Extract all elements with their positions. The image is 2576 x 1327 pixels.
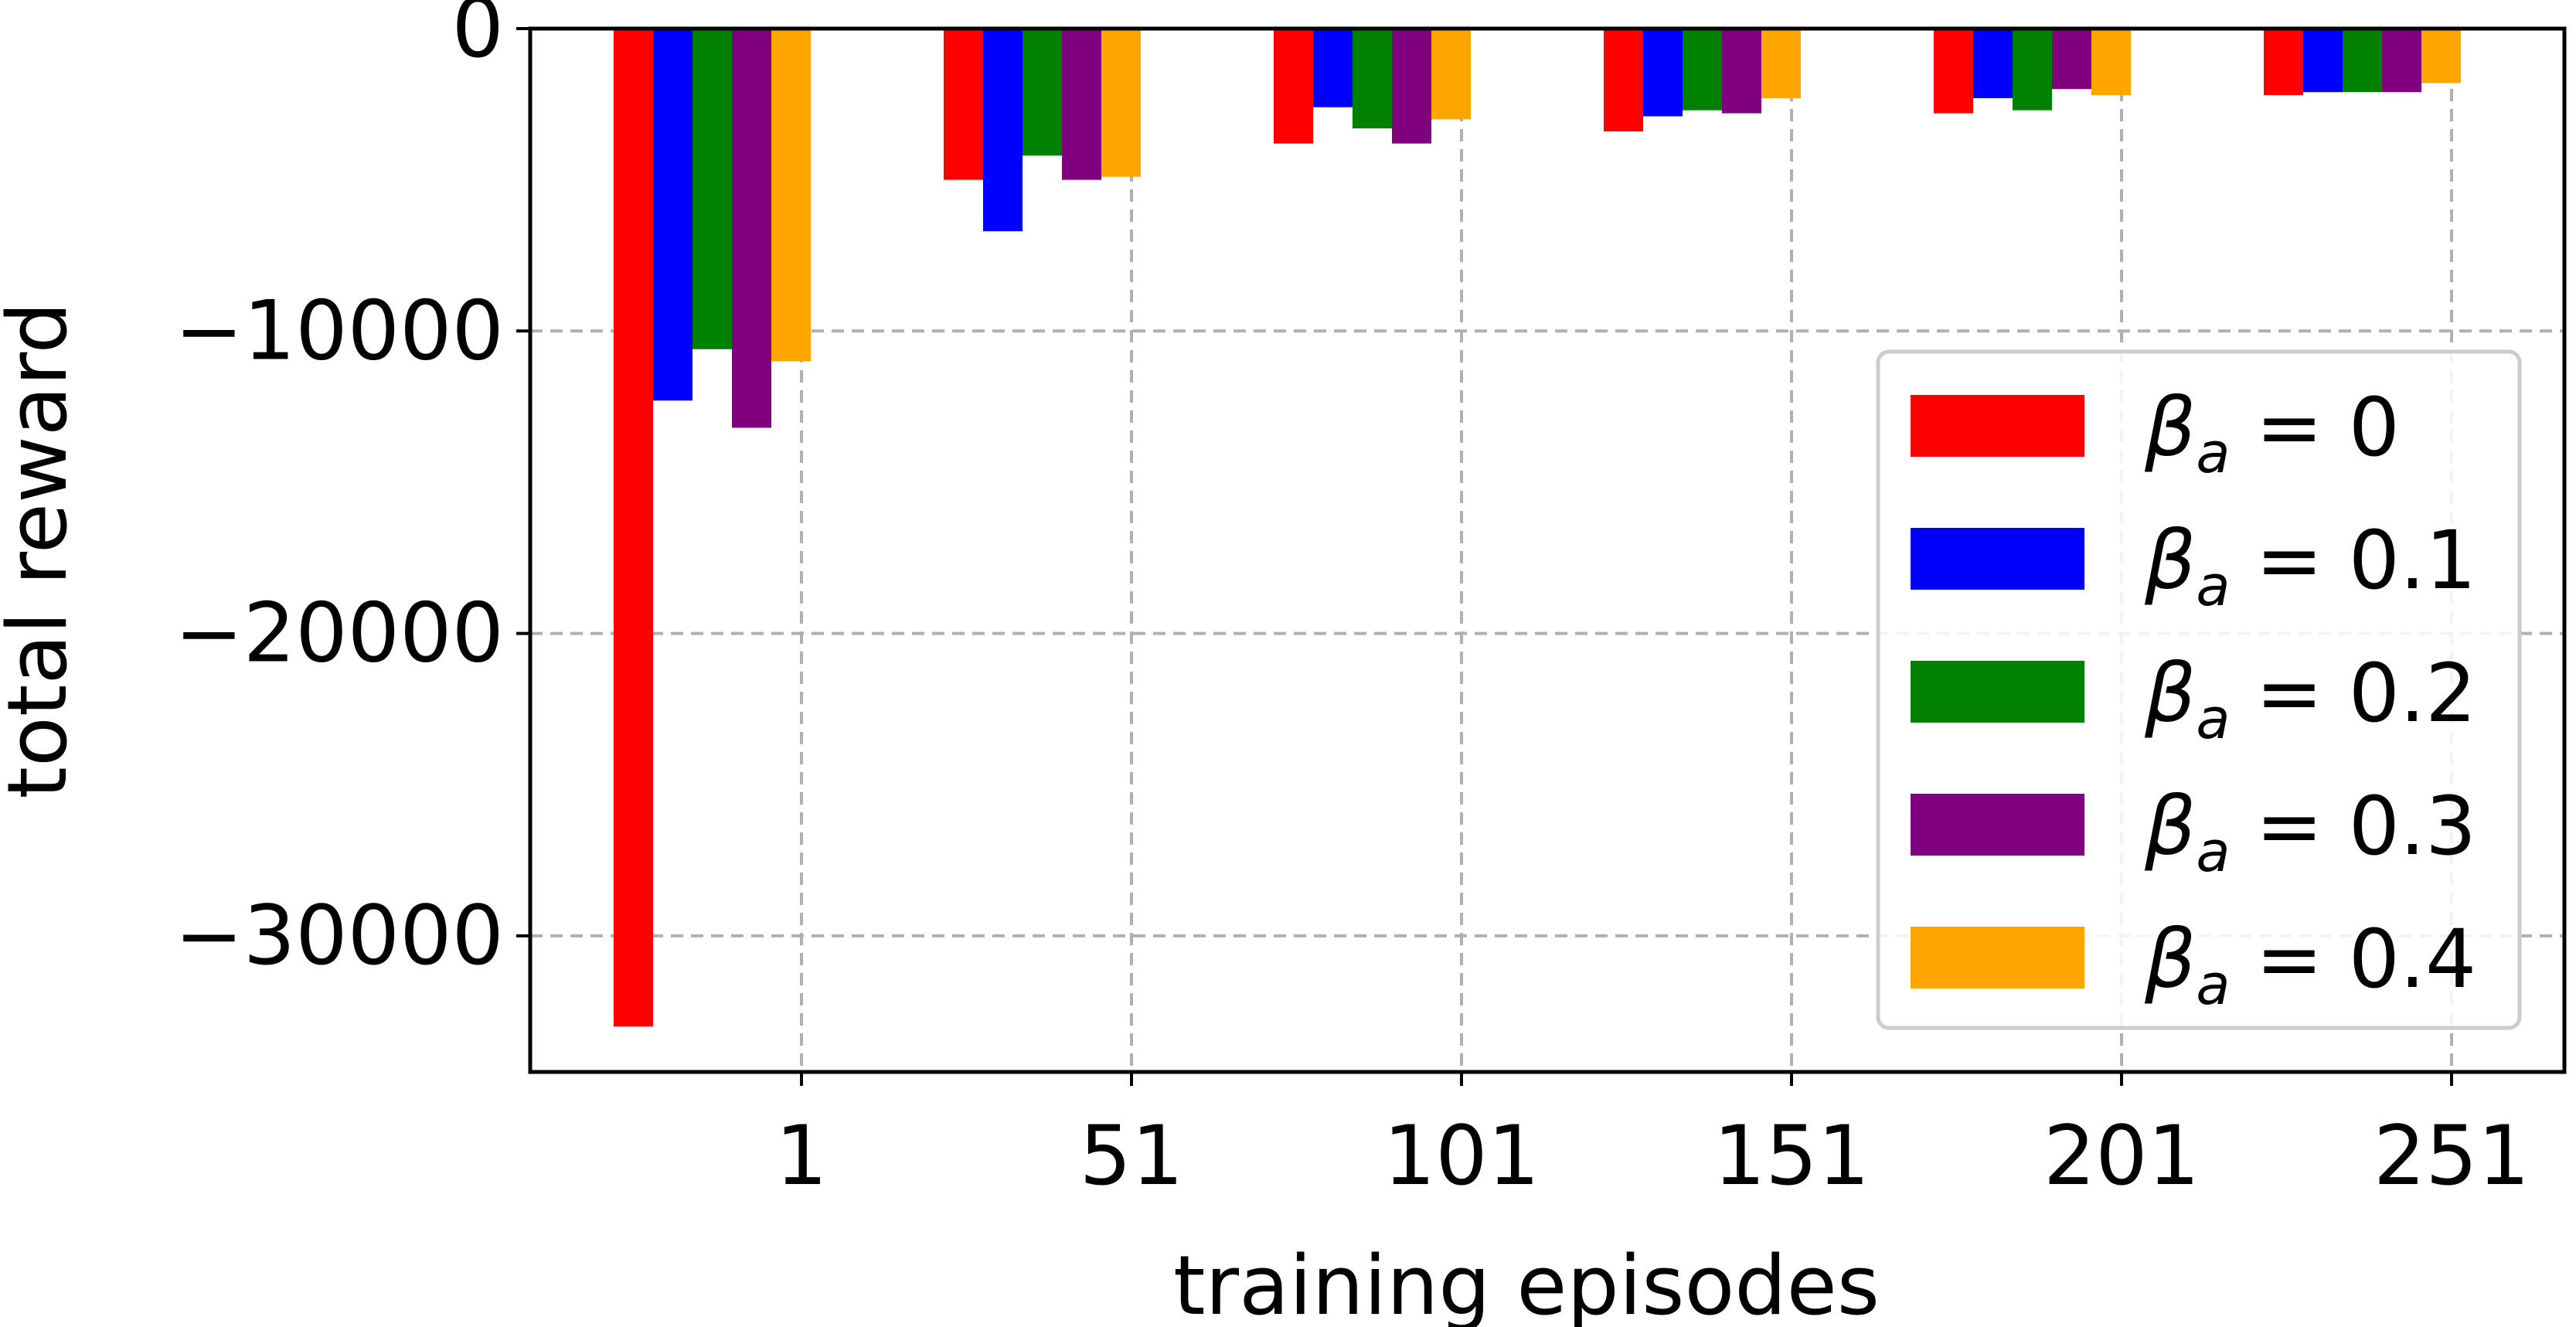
bar [771,29,811,362]
bar [1353,29,1392,129]
bar [2303,29,2343,93]
y-tick-label: 0 [452,0,504,76]
bar [1392,29,1431,144]
bar [1101,29,1141,177]
y-axis: 0 −10000 −20000 −30000 [175,0,530,983]
bar [1643,29,1683,117]
legend-label: βa = 0.3 [2144,779,2476,884]
bar [1973,29,2013,98]
bar [2382,29,2421,93]
legend-label: βa = 0.1 [2144,513,2476,618]
bar [653,29,692,401]
bar [1062,29,1101,180]
bar [2013,29,2052,111]
bar [2091,29,2131,96]
legend-swatch [1911,794,2084,856]
bar [1023,29,1062,156]
bar [1431,29,1471,120]
plot-frame [528,26,2567,1074]
x-axis-label: training episodes [1173,1238,1880,1327]
bar [1761,29,1801,98]
bar [2052,29,2091,90]
x-tick-label: 51 [1080,1108,1184,1203]
x-tick-label: 251 [2374,1108,2530,1203]
bar [1683,29,1722,111]
legend-box [1876,349,2522,1030]
x-tick-label: 101 [1383,1108,1540,1203]
bar [944,29,983,180]
legend-swatch [1911,661,2084,723]
bars [614,29,2461,1027]
bar [692,29,732,349]
bar [1934,29,1973,114]
bar [1722,29,1761,114]
x-tick-label: 201 [2043,1108,2200,1203]
bar [2421,29,2461,83]
bar [1313,29,1353,107]
y-tick-label: −10000 [175,283,504,378]
x-axis: 1 51 101 151 201 251 [775,1072,2530,1203]
legend-label: βa = 0 [2144,380,2400,485]
y-axis-label: total reward [0,301,85,798]
bar [1274,29,1313,144]
legend-swatch [1911,395,2084,457]
bar [2264,29,2303,96]
legend: βa = 0 βa = 0.1 βa = 0.2 βa = 0.3 βa = 0.4 [1876,349,2522,1030]
legend-swatch [1911,927,2084,988]
x-tick-label: 1 [775,1108,827,1203]
bar [2343,29,2382,93]
bar [1604,29,1643,132]
bar [983,29,1023,232]
x-tick-label: 151 [1713,1108,1870,1203]
bar [732,29,771,428]
legend-swatch [1911,528,2084,590]
bar [614,29,653,1027]
y-tick-label: −30000 [175,888,504,983]
legend-label: βa = 0.4 [2144,912,2476,1017]
legend-label: βa = 0.2 [2144,646,2476,751]
y-tick-label: −20000 [175,586,504,681]
